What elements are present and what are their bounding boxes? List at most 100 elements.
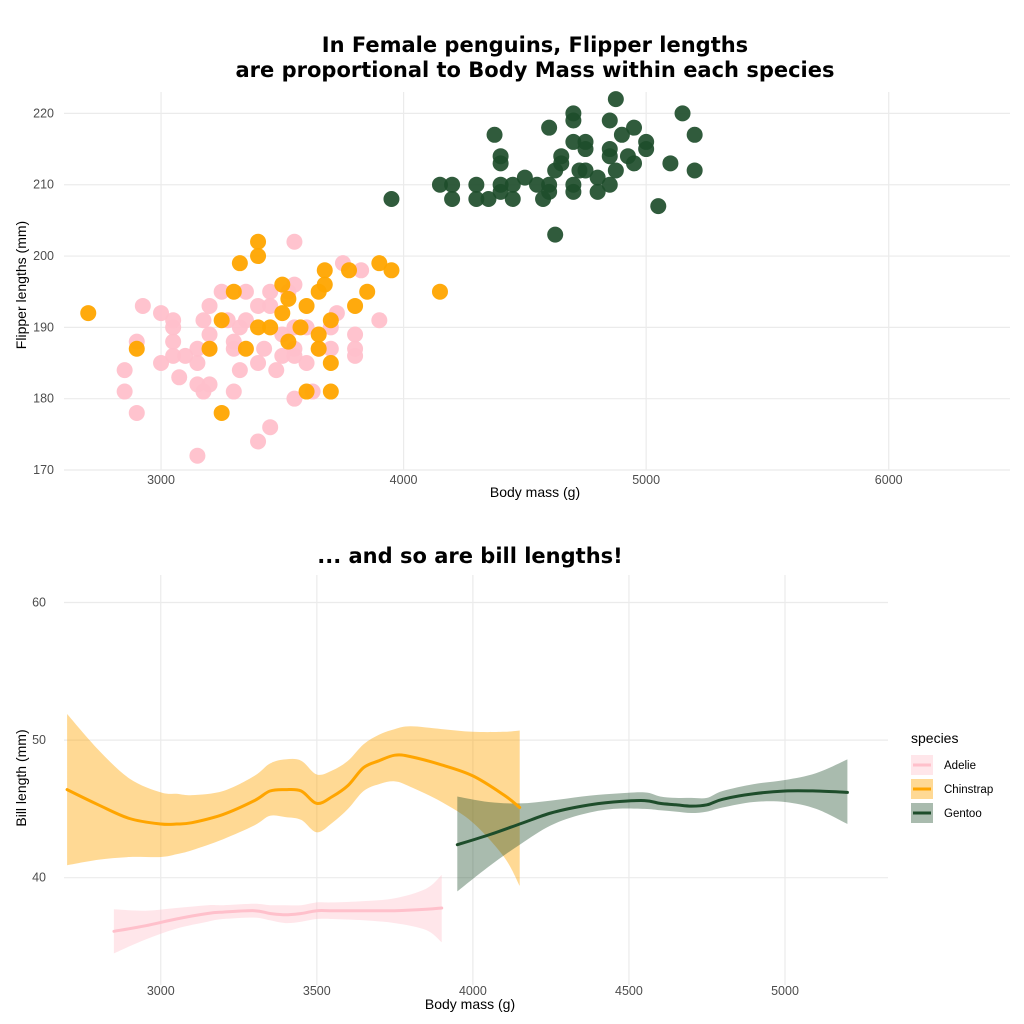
scatter-chart: In Female penguins, Flipper lengths are … — [13, 33, 1010, 500]
scatter-point-adelie — [231, 362, 248, 379]
scatter-point-adelie — [371, 312, 388, 329]
scatter-point-adelie — [262, 419, 279, 436]
scatter-point-gentoo — [492, 176, 509, 193]
legend-item-gentoo: Gentoo — [911, 803, 982, 823]
scatter-x-tick-label: 4000 — [390, 473, 418, 487]
scatter-point-chinstrap — [280, 333, 297, 350]
scatter-point-gentoo — [565, 176, 582, 193]
scatter-point-chinstrap — [316, 276, 333, 293]
scatter-point-gentoo — [577, 133, 594, 150]
scatter-point-adelie — [298, 355, 315, 372]
smooth-x-tick-label: 5000 — [771, 984, 799, 998]
scatter-point-adelie — [225, 333, 242, 350]
smooth-chart: ... and so are bill lengths! 3000 3500 400… — [13, 544, 888, 1012]
scatter-y-tick-label: 210 — [33, 178, 54, 192]
scatter-point-gentoo — [626, 155, 643, 172]
smooth-lines — [65, 753, 849, 933]
scatter-point-adelie — [237, 283, 254, 300]
scatter-point-gentoo — [444, 176, 461, 193]
scatter-point-gentoo — [626, 119, 643, 136]
scatter-point-gentoo — [601, 176, 618, 193]
scatter-point-chinstrap — [213, 312, 230, 329]
scatter-series-adelie — [116, 233, 388, 464]
smooth-x-tick-label: 3000 — [147, 984, 175, 998]
scatter-point-gentoo — [601, 112, 618, 129]
scatter-point-adelie — [116, 383, 133, 400]
scatter-point-adelie — [250, 355, 267, 372]
scatter-point-chinstrap — [280, 290, 297, 307]
scatter-point-chinstrap — [213, 404, 230, 421]
scatter-point-gentoo — [492, 148, 509, 165]
scatter-point-chinstrap — [274, 276, 291, 293]
scatter-point-adelie — [347, 326, 364, 343]
scatter-point-chinstrap — [250, 248, 267, 265]
scatter-point-gentoo — [638, 133, 655, 150]
scatter-point-gentoo — [607, 91, 624, 108]
scatter-point-adelie — [171, 369, 188, 386]
scatter-point-gentoo — [444, 190, 461, 207]
scatter-point-gentoo — [686, 162, 703, 179]
scatter-point-adelie — [189, 447, 206, 464]
scatter-point-chinstrap — [316, 262, 333, 279]
scatter-point-gentoo — [468, 176, 485, 193]
scatter-x-tick-label: 3000 — [147, 473, 175, 487]
scatter-point-adelie — [322, 340, 339, 357]
scatter-point-adelie — [262, 283, 279, 300]
scatter-point-chinstrap — [341, 262, 358, 279]
scatter-point-gentoo — [601, 141, 618, 158]
scatter-point-adelie — [262, 297, 279, 314]
scatter-points — [80, 91, 703, 464]
scatter-point-chinstrap — [322, 355, 339, 372]
legend-label: Chinstrap — [944, 784, 993, 796]
scatter-point-gentoo — [547, 226, 564, 243]
scatter-point-gentoo — [686, 126, 703, 143]
scatter-point-chinstrap — [310, 326, 327, 343]
scatter-point-adelie — [165, 333, 182, 350]
scatter-point-adelie — [165, 312, 182, 329]
legend-title: species — [911, 730, 958, 746]
scatter-title-line-1: In Female penguins, Flipper lengths — [322, 33, 748, 57]
legend-item-chinstrap: Chinstrap — [911, 779, 993, 799]
scatter-point-adelie — [116, 362, 133, 379]
scatter-point-chinstrap — [250, 319, 267, 336]
scatter-point-gentoo — [589, 169, 606, 186]
smooth-y-tick-label: 40 — [32, 871, 46, 885]
scatter-point-chinstrap — [128, 340, 145, 357]
smooth-tick-labels: 3000 3500 4000 4500 5000 40 50 60 — [32, 596, 799, 998]
scatter-y-tick-label: 180 — [33, 392, 54, 406]
legend: species Adelie Chinstrap Gentoo — [911, 730, 993, 823]
scatter-point-chinstrap — [359, 283, 376, 300]
scatter-point-chinstrap — [80, 305, 97, 322]
scatter-point-gentoo — [504, 176, 521, 193]
scatter-point-adelie — [286, 276, 303, 293]
scatter-point-gentoo — [383, 190, 400, 207]
scatter-point-gentoo — [650, 198, 667, 215]
scatter-series-gentoo — [383, 91, 703, 243]
scatter-point-adelie — [201, 297, 218, 314]
scatter-y-tick-label: 190 — [33, 320, 54, 334]
scatter-point-chinstrap — [298, 383, 315, 400]
scatter-point-chinstrap — [262, 319, 279, 336]
scatter-y-tick-label: 170 — [33, 463, 54, 477]
scatter-x-axis-label: Body mass (g) — [490, 484, 580, 500]
scatter-point-chinstrap — [310, 340, 327, 357]
scatter-point-adelie — [201, 376, 218, 393]
scatter-point-gentoo — [541, 119, 558, 136]
scatter-point-chinstrap — [431, 283, 448, 300]
scatter-point-gentoo — [662, 155, 679, 172]
scatter-point-chinstrap — [225, 283, 242, 300]
scatter-point-gentoo — [607, 162, 624, 179]
smooth-x-axis-label: Body mass (g) — [425, 996, 515, 1012]
scatter-point-adelie — [213, 283, 230, 300]
scatter-point-gentoo — [541, 176, 558, 193]
scatter-tick-labels: 3000 4000 5000 6000 170 180 190 200 210 220 — [33, 106, 903, 487]
scatter-point-adelie — [268, 362, 285, 379]
smooth-y-tick-label: 60 — [32, 596, 46, 610]
scatter-point-gentoo — [516, 169, 533, 186]
scatter-point-chinstrap — [237, 340, 254, 357]
scatter-point-chinstrap — [201, 340, 218, 357]
scatter-point-adelie — [165, 347, 182, 364]
scatter-point-chinstrap — [298, 297, 315, 314]
scatter-point-gentoo — [565, 105, 582, 122]
